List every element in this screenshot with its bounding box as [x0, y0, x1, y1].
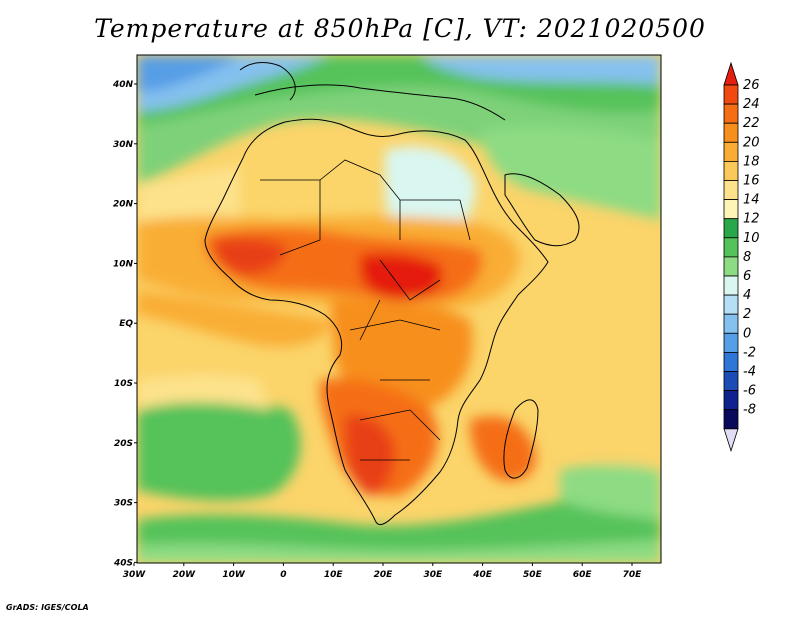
colorbar-swatch	[723, 84, 739, 105]
lat-tick-label: 30N	[113, 140, 134, 150]
mediterranean-coast	[254, 84, 506, 121]
lon-tick-label: 20E	[374, 570, 394, 580]
africa-coastline	[204, 118, 549, 526]
colorbar-label: 24	[743, 97, 760, 112]
colorbar-swatch	[723, 390, 739, 411]
lon-tick-label: 10E	[324, 570, 344, 580]
colorbar-label: 10	[743, 231, 760, 246]
lon-tick-label: 70E	[623, 570, 643, 580]
coastlines	[204, 62, 580, 526]
colorbar-swatch	[723, 332, 739, 353]
colorbar-label: 20	[743, 135, 760, 150]
colorbar-label: 26	[743, 78, 760, 93]
colorbar-label: 16	[743, 174, 760, 189]
colorbar-label: 22	[743, 116, 760, 131]
lat-tick-label: 30S	[114, 499, 133, 509]
colorbar-label: 12	[743, 212, 760, 227]
arabia-coastline	[504, 173, 580, 247]
lon-tick-label: 30E	[423, 570, 443, 580]
lon-tick-label: 20W	[173, 570, 197, 580]
lon-tick-label: 40E	[472, 570, 493, 580]
colorbar-swatch	[723, 371, 739, 392]
temperature-field	[137, 55, 661, 563]
colorbar-swatch	[723, 160, 739, 181]
colorbar-swatch	[723, 141, 739, 162]
colorbar-swatch	[723, 199, 739, 220]
lat-tick-label: 10N	[113, 259, 134, 269]
lon-tick-label: 0	[280, 570, 286, 580]
colorbar-swatch	[723, 351, 739, 372]
colorbar-label: 6	[743, 269, 751, 284]
credit-text: GrADS: IGES/COLA	[6, 603, 89, 612]
colorbar-label: -6	[743, 384, 756, 399]
colorbar-swatch	[723, 256, 739, 277]
colorbar-label: 14	[743, 193, 760, 208]
lat-tick-label: 40S	[113, 558, 133, 568]
colorbar-label: -8	[743, 403, 756, 418]
colorbar-label: 8	[743, 250, 751, 265]
lon-tick-label: 30W	[123, 570, 147, 580]
colorbar-swatch	[723, 103, 739, 124]
map-title: Temperature at 850hPa [C], VT: 202102050…	[94, 14, 706, 43]
lat-tick-label: 20S	[114, 439, 133, 449]
colorbar-label: -2	[743, 345, 756, 360]
madagascar-coastline	[503, 399, 539, 479]
lon-tick-label: 50E	[523, 570, 543, 580]
colorbar-swatch	[723, 313, 739, 334]
colorbar-bottom-arrow	[723, 428, 739, 453]
colorbar-swatch	[723, 218, 739, 239]
lat-tick-label: 20N	[113, 200, 134, 210]
latitude-axis: 40N 30N 20N 10N EQ 10S 20S 30S 40S	[112, 80, 137, 568]
colorbar-swatch	[723, 237, 739, 258]
iberia-coast	[239, 62, 296, 101]
colorbar-label: 2	[743, 307, 751, 322]
lat-tick-label: 40N	[112, 80, 134, 90]
colorbar-swatch	[723, 275, 739, 296]
lon-tick-label: 10W	[222, 570, 246, 580]
colorbar-label: -4	[743, 365, 756, 380]
colorbar-swatch	[723, 294, 739, 315]
lat-tick-label: 10S	[114, 379, 133, 389]
colorbar-top-arrow	[723, 61, 739, 86]
colorbar-label: 4	[743, 288, 751, 303]
colorbar-swatch	[723, 122, 739, 143]
colorbar-swatch	[723, 180, 739, 201]
longitude-axis: 30W 20W 10W 0 10E 20E 30E 40E 50E 60E 70E	[123, 563, 642, 580]
colorbar-label: 18	[743, 154, 760, 169]
lat-tick-label: EQ	[119, 319, 133, 329]
colorbar-swatch	[723, 409, 739, 430]
colorbar-label: 0	[743, 326, 751, 341]
lon-tick-label: 60E	[573, 570, 593, 580]
map-frame	[136, 54, 662, 564]
